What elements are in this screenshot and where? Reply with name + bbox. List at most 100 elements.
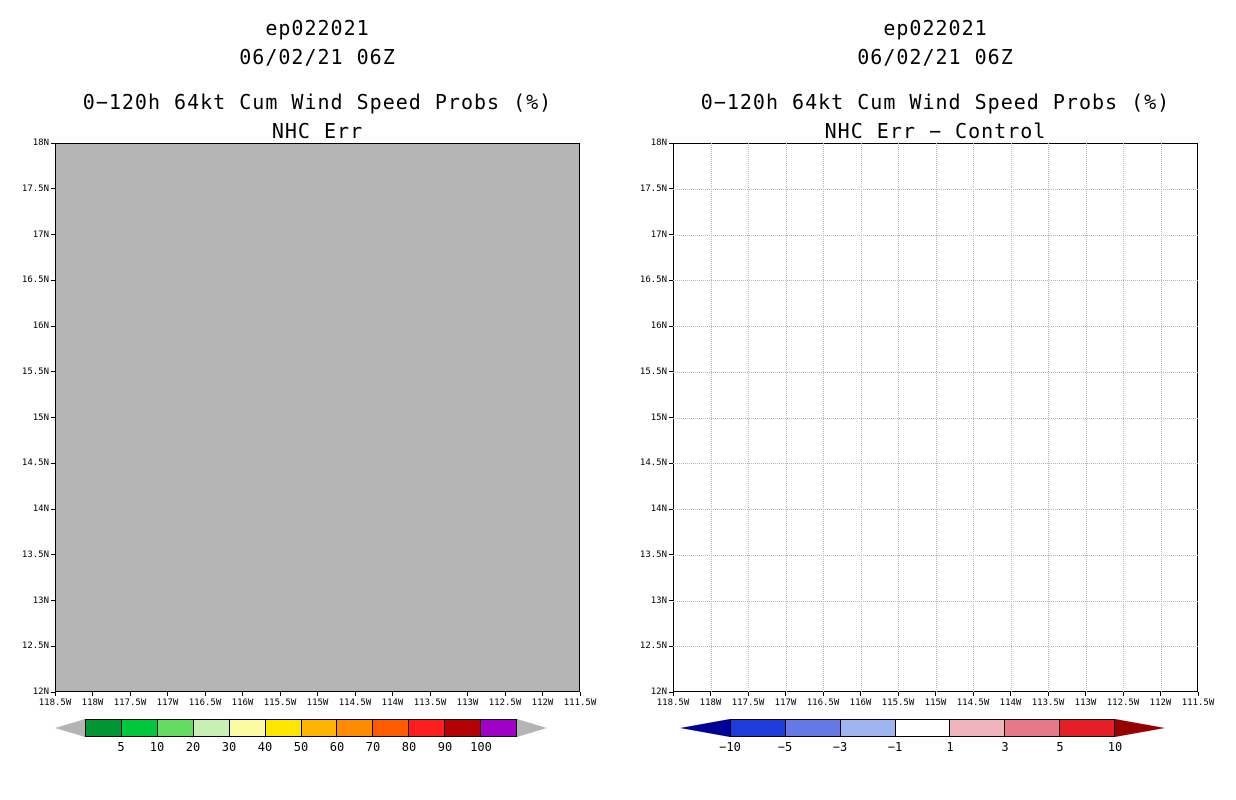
lat-tick-label: 12N [32,687,49,697]
lat-tick-mark [669,279,673,281]
lon-tick-mark [504,692,506,696]
lon-tick-label: 112W [1149,698,1172,708]
colorbar-segment [950,719,1006,737]
lon-tick-mark [822,692,824,696]
lon-tick-label: 117W [774,698,797,708]
lat-tick-mark [669,325,673,327]
lon-tick-label: 113.5W [1031,698,1065,708]
colorbar-tick-label: 10 [149,740,165,754]
lon-tick-label: 116W [849,698,872,708]
v-gridline [973,143,974,692]
lon-tick-label: 112.5W [488,698,522,708]
colorbar-segment [193,719,230,737]
lon-tick-mark [897,692,899,696]
lat-tick-label: 18N [650,138,667,148]
lat-tick-label: 17.5N [21,183,49,194]
lon-tick-mark [467,692,468,696]
v-gridline [935,143,937,692]
lon-tick-mark [542,692,543,696]
v-gridline [1123,143,1124,692]
subtitle-block: 0−120h 64kt Cum Wind Speed Probs (%) NHC… [20,88,615,146]
lat-tick-mark [51,234,55,235]
lon-tick-mark [354,692,356,696]
colorbar-segment [265,719,302,737]
colorbar-segment [445,719,482,737]
colorbar-tick-label: 10 [1107,740,1123,754]
lon-tick-mark [167,692,168,696]
v-gridline [898,143,899,692]
lon-tick-label: 115.5W [881,698,915,708]
colorbar-segment [895,719,951,737]
lon-tick-mark [1197,692,1199,696]
lat-tick-label: 15N [32,412,49,423]
colorbar-tick-label: 40 [257,740,273,754]
v-gridline [1085,143,1087,692]
colorbar-segment [840,719,896,737]
colorbar-segment [481,719,518,737]
lon-tick-mark [579,692,581,696]
v-gridline [785,143,787,692]
colorbar-segment [409,719,446,737]
lon-tick-mark [1047,692,1049,696]
lon-tick-mark [785,692,786,696]
colorbar-segment [730,719,786,737]
lon-tick-label: 113W [456,698,479,708]
colorbar-tick-label: −3 [832,740,848,754]
lat-tick-label: 15.5N [21,366,49,377]
lon-tick-mark [129,692,131,696]
lon-tick-mark [92,692,93,696]
colorbar-arrow-right [1115,719,1165,737]
lat-tick-label: 17.5N [639,183,667,194]
lon-tick-mark [54,692,56,696]
colorbar: −10 −5 −3 −1 1 3 5 10 [680,719,1165,754]
colorbar-tick-label: 50 [293,740,309,754]
colorbar-tick-label: −5 [777,740,793,754]
colorbar-segment [121,719,158,737]
lat-tick-mark [669,600,673,601]
lon-tick-label: 115.5W [263,698,297,708]
plot-variant-label: NHC Err − Control [824,119,1047,143]
colorbar-segment [229,719,266,737]
colorbar-tick-label: −10 [719,740,741,754]
lat-tick-label: 17N [32,229,49,240]
lat-tick-label: 13.5N [639,549,667,560]
lat-tick-label: 16N [650,321,667,331]
lon-tick-label: 117W [156,698,179,708]
colorbar-boxes [730,719,1116,737]
lon-tick-label: 116W [231,698,254,708]
lon-tick-label: 112W [531,698,554,708]
lon-tick-label: 111.5W [1181,698,1215,708]
init-time-title: 06/02/21 06Z [857,45,1014,69]
lat-tick-label: 16.5N [639,275,667,286]
colorbar-segment [373,719,410,737]
lat-tick-mark [51,279,55,281]
lon-tick-mark [935,692,936,696]
lon-tick-label: 113.5W [413,698,447,708]
lat-tick-label: 12N [650,687,667,697]
storm-id-title: ep022021 [883,16,988,40]
lat-tick-label: 13.5N [21,549,49,560]
colorbar: 5 10 20 30 40 50 60 70 80 90 100 [55,719,547,754]
lon-tick-mark [392,692,393,696]
lat-tick-mark [669,691,673,693]
lon-tick-mark [972,692,974,696]
lon-tick-label: 114.5W [956,698,990,708]
lon-tick-mark [747,692,749,696]
colorbar-tick-label: 20 [185,740,201,754]
lat-tick-mark [669,371,673,373]
colorbar-segment [337,719,374,737]
lon-tick-label: 118.5W [38,698,72,708]
lat-tick-label: 12.5N [639,641,667,652]
lon-tick-mark [672,692,674,696]
lat-tick-label: 12.5N [21,641,49,652]
plot-description: 0−120h 64kt Cum Wind Speed Probs (%) [700,90,1171,114]
lat-tick-mark [669,188,673,190]
lon-tick-label: 118W [81,698,104,708]
lat-tick-label: 15.5N [639,366,667,377]
lat-tick-mark [51,188,55,190]
lat-tick-mark [669,508,673,510]
v-gridline [823,143,824,692]
panel-nhc-err-minus-control: ep022021 06/02/21 06Z 0−120h 64kt Cum Wi… [618,0,1236,800]
lat-tick-mark [669,234,673,235]
